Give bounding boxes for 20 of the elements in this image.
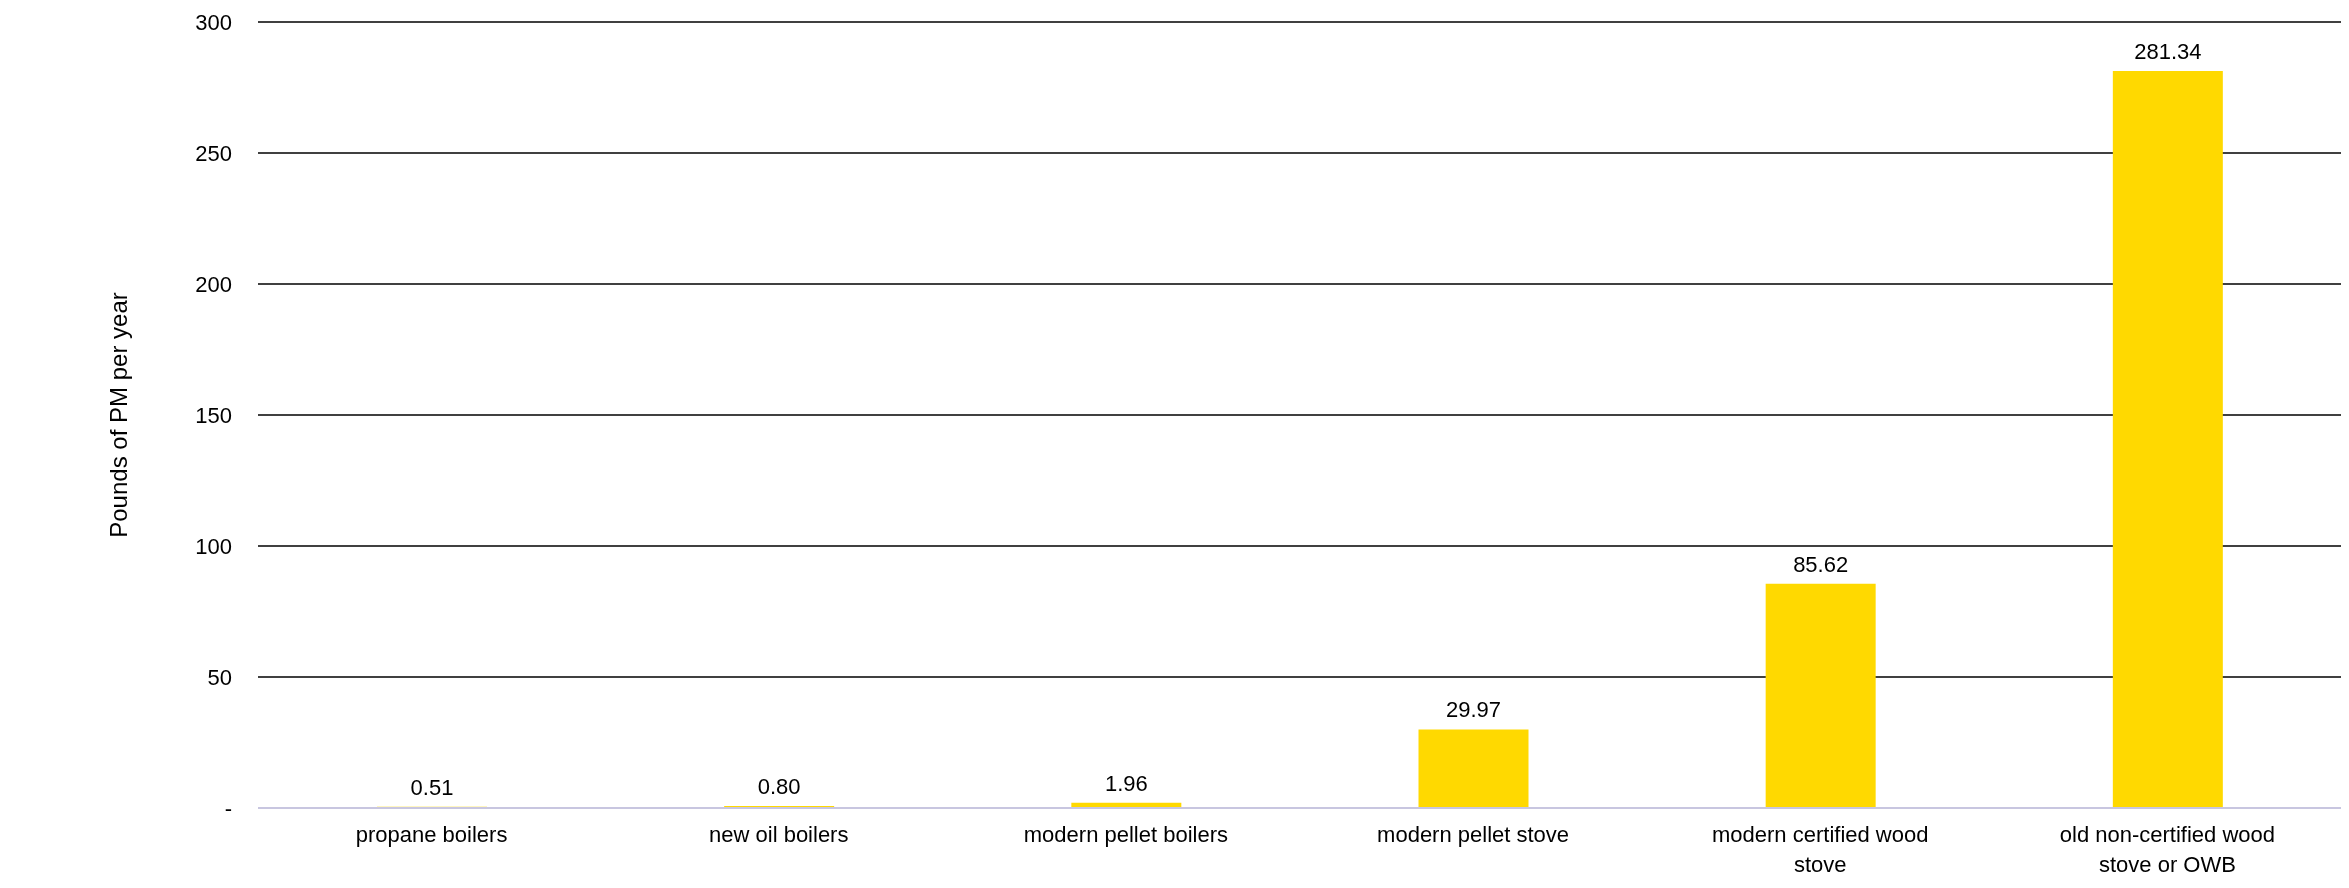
data-label: 85.62: [1793, 551, 1849, 577]
x-tick-label: new oil boilers: [709, 822, 849, 847]
x-tick-label: modern pellet stove: [1377, 822, 1570, 847]
y-axis-title: Pounds of PM per year: [104, 292, 132, 538]
y-tick-label: 250: [195, 140, 232, 166]
y-tick-label: -: [224, 795, 232, 821]
data-label: 1.96: [1104, 770, 1148, 796]
x-tick-label: modern certified wood stove: [1712, 822, 1929, 877]
y-tick-label: 100: [195, 533, 232, 559]
data-label: 29.97: [1445, 697, 1502, 723]
data-label: 0.51: [410, 774, 454, 800]
x-tick-label: old non-certified wood stove or OWB: [2059, 822, 2276, 877]
y-tick-label: 50: [207, 664, 232, 690]
y-tick-label: 150: [195, 402, 232, 428]
x-tick-label: propane boilers: [355, 822, 508, 847]
y-tick-label: 300: [195, 9, 232, 35]
data-label: 0.80: [757, 773, 801, 799]
data-label: 281.34: [2134, 38, 2202, 64]
y-tick-label: 200: [195, 271, 232, 297]
x-tick-label: modern pellet boilers: [1023, 822, 1229, 847]
